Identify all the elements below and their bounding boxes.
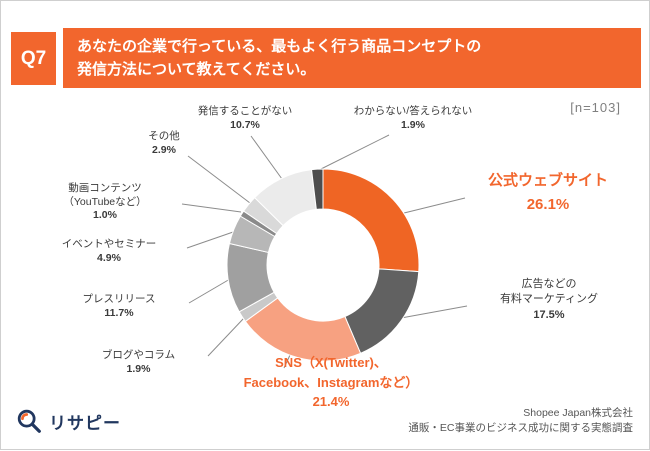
chart-label-percent: 21.4% [312,394,350,409]
chart-label-press-release: プレスリリース 11.7% [53,293,185,320]
donut-segments [226,168,420,362]
chart-label-percent: 17.5% [533,308,565,321]
chart-label-official-website: 公式ウェブサイト 26.1% [463,169,633,217]
chart-label-sns: SNS（X(Twitter)、 Facebook、Instagramなど） 21… [201,353,461,412]
donut-segment-9 [311,168,324,210]
chart-label-text: わからない/答えられない [353,105,473,117]
credit-survey: 通販・EC事業のビジネス成功に関する実態調査 [408,422,633,435]
chart-label-percent: 4.9% [97,251,121,264]
leader-lines [181,134,468,369]
chart-label-percent: 1.9% [401,118,425,131]
chart-label-text: SNS（X(Twitter)、 [275,355,387,370]
chart-label-text: Facebook、Instagramなど） [243,374,419,390]
source-credit: Shopee Japan株式会社 通販・EC事業のビジネス成功に関する実態調査 [408,406,633,438]
chart-label-percent: 11.7% [104,306,134,319]
chart-label-percent: 26.1% [526,196,570,213]
leader-line [188,278,231,304]
magnifier-icon [17,409,41,433]
chart-label-text: 動画コンテンツ [68,182,142,194]
chart-label-text: （YouTubeなど） [63,195,147,208]
chart-label-video-content: 動画コンテンツ （YouTubeなど） 1.0% [29,182,181,223]
question-banner: あなたの企業で行っている、最もよく行う商品コンセプトの 発信方法について教えてく… [63,28,641,88]
leader-line [181,203,242,213]
donut-segment-0 [322,168,420,273]
question-number-badge: Q7 [11,32,56,85]
chart-label-text: その他 [148,130,180,142]
chart-label-percent: 1.9% [126,362,151,375]
chart-label-text: 発信することがない [197,105,293,117]
chart-label-none: 発信することがない 10.7% [164,105,326,132]
chart-label-text: イベントやセミナー [61,238,157,250]
chart-label-text: プレスリリース [82,293,156,305]
leader-line [250,135,283,180]
chart-label-percent: 2.9% [152,143,176,156]
sample-size-label: [n=103] [570,100,621,115]
leader-line [283,354,291,369]
donut-segment-1 [344,268,420,354]
leader-line [318,134,390,171]
chart-label-event-seminar: イベントやセミナー 4.9% [33,238,185,265]
chart-label-percent: 10.7% [230,118,260,131]
chart-label-blog: ブログやコラム 1.9% [71,349,206,376]
question-text-line1: あなたの企業で行っている、最もよく行う商品コンセプトの [77,38,482,55]
chart-label-unknown: わからない/答えられない 1.9% [329,105,497,132]
chart-label-text: 公式ウェブサイト [487,172,608,189]
risapi-logo: リサピー [15,407,121,435]
leader-line [186,230,237,249]
chart-label-text: 有料マーケティング [499,293,599,306]
logo-text: リサピー [49,413,121,433]
chart-label-paid-marketing: 広告などの 有料マーケティング 17.5% [469,277,629,323]
question-text-line2: 発信方法について教えてください。 [77,60,316,78]
leader-line [403,197,466,214]
chart-label-text: 広告などの [521,278,577,290]
leader-line [187,155,251,204]
leader-line [207,317,245,357]
chart-label-percent: 1.0% [93,209,117,222]
credit-company: Shopee Japan株式会社 [523,406,633,419]
chart-label-text: ブログやコラム [101,349,176,361]
chart-label-other: その他 2.9% [119,130,209,157]
leader-line [400,305,468,319]
